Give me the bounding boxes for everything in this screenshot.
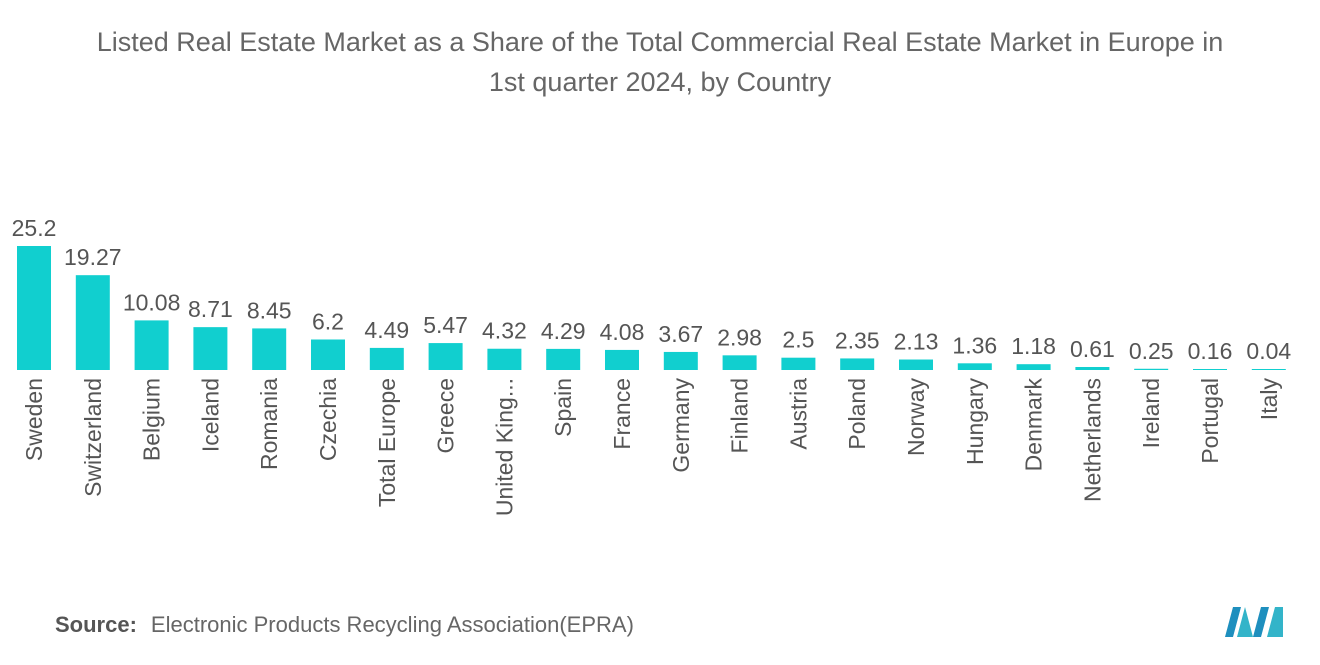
bar-total-europe [370,348,404,370]
bar-switzerland [76,275,110,370]
source-label: Source: [55,612,137,637]
data-label: 6.2 [312,308,344,334]
bar-spain [546,349,580,370]
x-tick-label: Greece [433,378,459,453]
bar-finland [723,355,757,370]
bar-netherlands [1075,367,1109,370]
x-tick-label: Sweden [21,378,47,461]
bar-czechia [311,339,345,370]
bar-greece [429,343,463,370]
x-tick-label: Total Europe [374,378,400,507]
bar-sweden [17,246,51,370]
x-tick-label: Finland [727,378,753,453]
brand-logo-icon [1223,603,1289,639]
data-label: 25.2 [12,215,57,241]
data-label: 5.47 [423,312,468,338]
bar-iceland [193,327,227,370]
bar-austria [781,358,815,370]
bar-poland [840,358,874,370]
bar-united-king [487,349,521,370]
bar-france [605,350,639,370]
data-label: 4.08 [600,319,645,345]
data-label: 2.13 [894,329,939,355]
data-label: 0.16 [1188,338,1233,364]
bar-norway [899,360,933,370]
bar-romania [252,328,286,370]
x-tick-label: Austria [785,378,811,450]
data-label: 0.61 [1070,336,1115,362]
data-label: 0.25 [1129,338,1174,364]
data-label: 4.32 [482,318,527,344]
x-tick-label: Belgium [139,378,165,461]
x-tick-label: Portugal [1197,378,1223,464]
data-label: 0.04 [1246,338,1291,364]
bar-germany [664,352,698,370]
bar-portugal [1193,369,1227,370]
data-label: 2.5 [782,327,814,353]
x-tick-label: Spain [550,378,576,437]
data-label: 1.18 [1011,333,1056,359]
data-label: 4.29 [541,318,586,344]
x-tick-label: Hungary [962,378,988,465]
bar-denmark [1017,364,1051,370]
x-tick-label: Romania [256,378,282,470]
data-label: 1.36 [952,332,997,358]
x-tick-label: Italy [1256,378,1282,421]
data-label: 2.98 [717,324,762,350]
bar-hungary [958,363,992,370]
x-tick-label: Netherlands [1079,378,1105,502]
data-label: 3.67 [658,321,703,347]
x-tick-label: United King... [491,378,517,516]
x-tick-label: Norway [903,378,929,456]
x-tick-label: Poland [844,378,870,450]
data-label: 8.45 [247,297,292,323]
x-tick-label: Ireland [1138,378,1164,448]
source-note: Source: Electronic Products Recycling Ass… [55,612,634,638]
x-tick-label: Czechia [315,378,341,461]
x-tick-label: Germany [668,378,694,473]
bar-belgium [135,320,169,370]
x-tick-label: Denmark [1021,378,1047,472]
x-tick-label: Switzerland [80,378,106,497]
data-label: 2.35 [835,327,880,353]
data-label: 10.08 [123,289,181,315]
data-label: 4.49 [364,317,409,343]
source-text: Electronic Products Recycling Associatio… [151,612,634,637]
data-label: 19.27 [64,244,122,270]
x-tick-label: Iceland [197,378,223,452]
x-tick-label: France [609,378,635,450]
bar-ireland [1134,369,1168,370]
data-label: 8.71 [188,296,233,322]
bar-italy [1252,369,1286,370]
bar-chart: 25.2 Sweden 19.27 Switzerland 10.08 Belgium 8.… [0,0,1320,600]
